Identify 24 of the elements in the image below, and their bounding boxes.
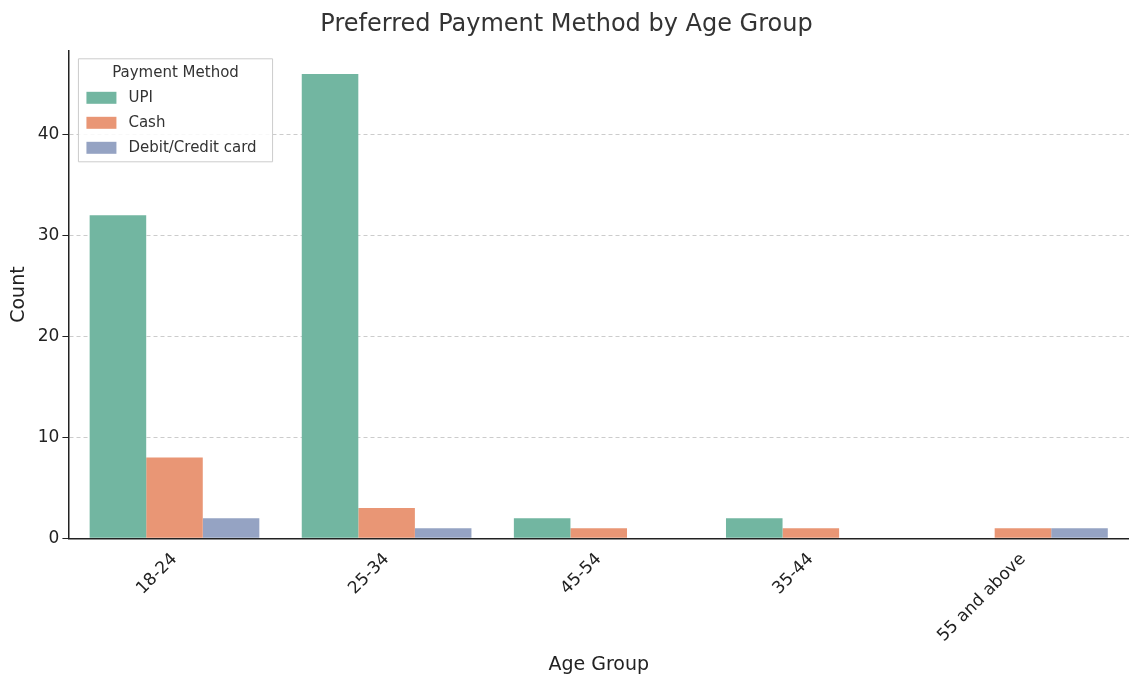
- bar: [414, 528, 472, 538]
- legend-label: UPI: [128, 87, 153, 106]
- bar: [782, 528, 840, 538]
- y-tick-label: 20: [37, 324, 60, 345]
- bar: [358, 508, 415, 538]
- chart-title: Preferred Payment Method by Age Group: [320, 8, 813, 37]
- legend-label: Debit/Credit card: [128, 137, 257, 156]
- bar: [89, 215, 147, 538]
- y-tick-label: 30: [37, 223, 60, 244]
- y-tick-label: 0: [48, 526, 60, 547]
- legend-title: Payment Method: [112, 62, 239, 81]
- legend-label: Cash: [128, 112, 166, 131]
- y-axis-title: Count: [6, 266, 29, 323]
- y-tick-label: 10: [37, 425, 60, 446]
- bar: [202, 518, 260, 538]
- bar: [301, 74, 359, 538]
- bar: [513, 518, 571, 538]
- y-tick-label: 40: [37, 123, 60, 144]
- x-axis-title: Age Group: [548, 651, 650, 674]
- bar: [146, 457, 203, 538]
- bar: [994, 528, 1052, 538]
- bar: [1051, 528, 1108, 538]
- bar: [570, 528, 627, 538]
- bar: [725, 518, 783, 538]
